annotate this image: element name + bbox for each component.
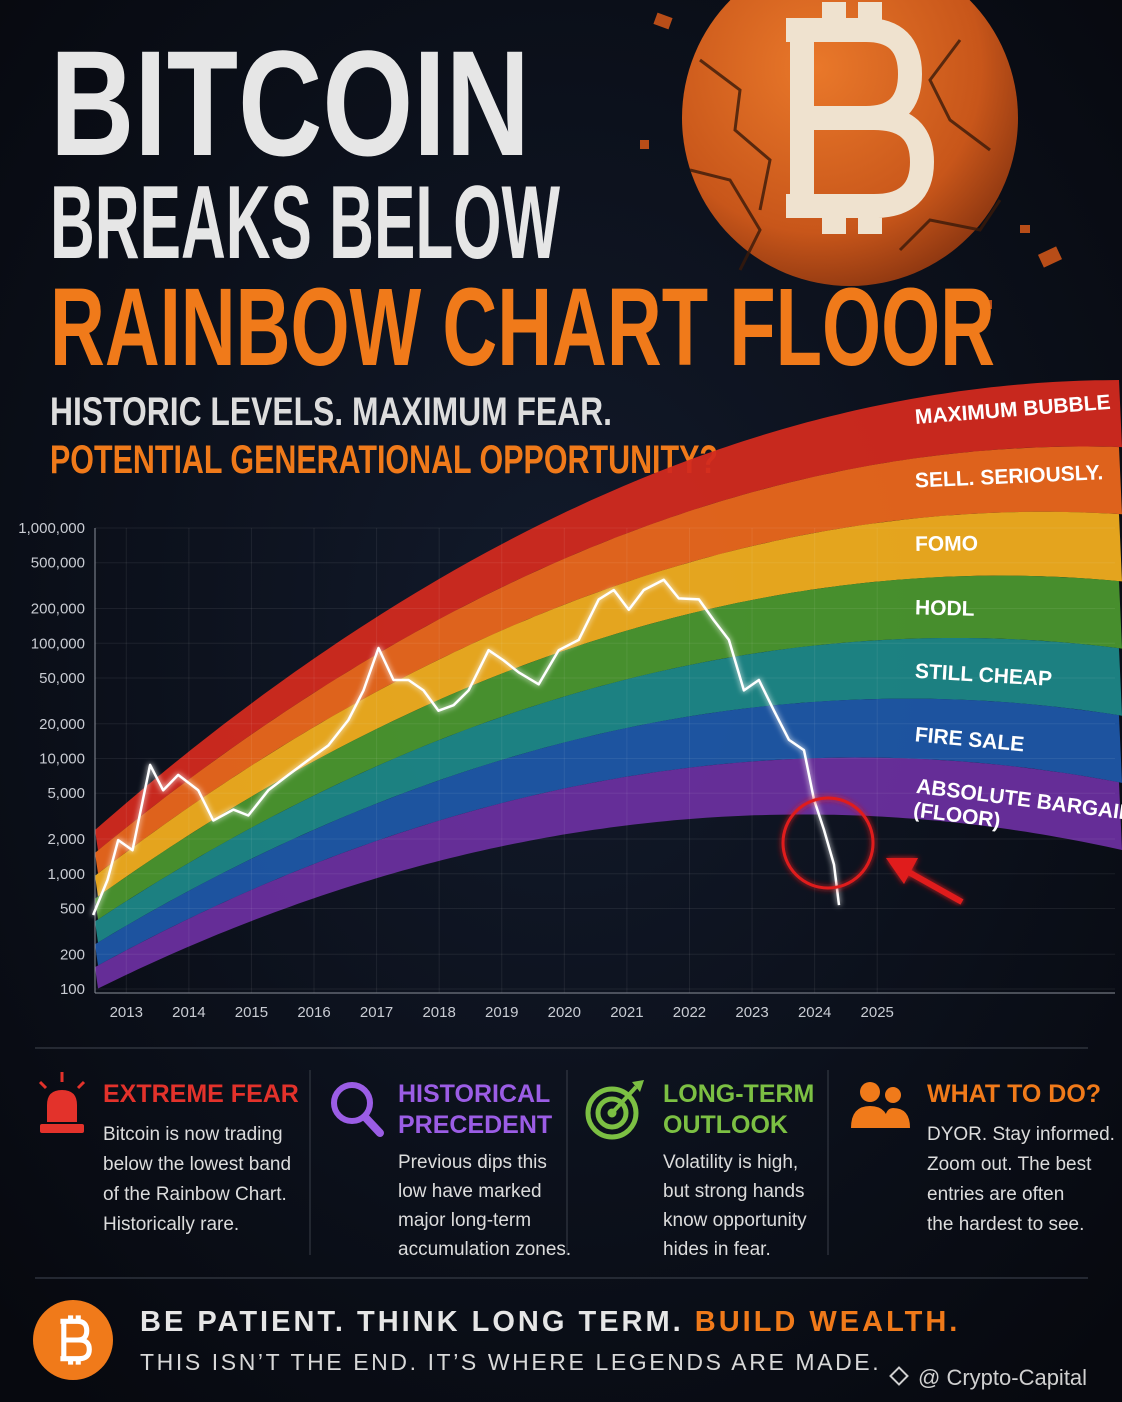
y-tick-label: 50,000: [39, 670, 85, 687]
title-line: BREAKS BELOW: [50, 165, 560, 281]
y-tick-label: 200,000: [31, 601, 85, 618]
x-tick-label: 2013: [110, 1004, 143, 1021]
x-tick-label: 2021: [610, 1004, 643, 1021]
footer-line: THIS ISN’T THE END. IT’S WHERE LEGENDS A…: [140, 1349, 881, 1375]
x-tick-label: 2015: [235, 1004, 268, 1021]
y-tick-label: 5,000: [47, 785, 85, 802]
footer-line: BE PATIENT. THINK LONG TERM. BUILD WEALT…: [140, 1306, 960, 1338]
target-icon: [585, 1080, 644, 1140]
arrow: [886, 858, 964, 905]
card-title: LONG-TERM: [663, 1080, 814, 1108]
card-body: Volatility is high,: [663, 1152, 798, 1173]
siren-icon: [38, 1072, 86, 1133]
card-title: EXTREME FEAR: [103, 1080, 299, 1108]
card-body: of the Rainbow Chart.: [103, 1184, 287, 1205]
x-tick-label: 2023: [735, 1004, 768, 1021]
y-tick-label: 100,000: [31, 635, 85, 652]
magnifier-icon: [331, 1082, 384, 1137]
y-tick-label: 200: [60, 946, 85, 963]
x-tick-label: 2018: [422, 1004, 455, 1021]
y-tick-label: 1,000: [47, 866, 85, 883]
x-tick-label: 2019: [485, 1004, 518, 1021]
cards: EXTREME FEAR Bitcoin is now trading below …: [103, 1080, 1115, 1260]
card-body: know opportunity: [663, 1210, 807, 1231]
subtitle-line: POTENTIAL GENERATIONAL OPPORTUNITY?: [50, 438, 718, 482]
card-body: the hardest to see.: [927, 1214, 1084, 1235]
card-body: below the lowest band: [103, 1154, 291, 1175]
card-body: low have marked: [398, 1181, 542, 1202]
card-body: Previous dips this: [398, 1152, 547, 1173]
rainbow-band: [95, 638, 1122, 943]
highlight-circle: [781, 796, 875, 890]
card-title: WHAT TO DO?: [927, 1080, 1101, 1108]
title-line: BITCOIN: [50, 19, 530, 187]
card-body: major long-term: [398, 1210, 531, 1231]
card-body: Bitcoin is now trading: [103, 1124, 283, 1145]
y-tick-label: 500: [60, 900, 85, 917]
coin-illustration: [640, 0, 1063, 309]
y-tick-label: 10,000: [39, 751, 85, 768]
card-title: PRECEDENT: [398, 1111, 552, 1139]
subtitle-line: HISTORIC LEVELS. MAXIMUM FEAR.: [50, 390, 612, 434]
card-body: entries are often: [927, 1184, 1064, 1205]
rainbow-band: [95, 446, 1122, 874]
y-tick-label: 20,000: [39, 716, 85, 733]
price-line: [91, 578, 841, 916]
people-icon: [851, 1082, 910, 1128]
rainbow-band: [95, 575, 1122, 920]
x-tick-label: 2017: [360, 1004, 393, 1021]
band-label: HODL: [915, 596, 975, 620]
grid: [95, 527, 1115, 993]
y-tick-label: 500,000: [31, 555, 85, 572]
card-body: DYOR. Stay informed.: [927, 1124, 1115, 1145]
card-title: HISTORICAL: [398, 1080, 550, 1108]
watermark-icon: [889, 1366, 909, 1386]
x-tick-label: 2025: [861, 1004, 894, 1021]
x-tick-label: 2014: [172, 1004, 205, 1021]
x-tick-label: 2022: [673, 1004, 706, 1021]
x-tick-label: 2016: [297, 1004, 330, 1021]
y-tick-label: 1,000,000: [18, 520, 85, 537]
card-body: accumulation zones.: [398, 1239, 571, 1260]
card-body: but strong hands: [663, 1181, 805, 1202]
x-tick-label: 2024: [798, 1004, 831, 1021]
watermark: @ Crypto-Capital: [918, 1365, 1087, 1390]
card-body: hides in fear.: [663, 1239, 771, 1260]
y-tick-label: 100: [60, 981, 85, 998]
y-tick-label: 2,000: [47, 831, 85, 848]
footer-highlight: BUILD WEALTH.: [695, 1306, 961, 1338]
rainbow-band: [95, 511, 1122, 897]
bitcoin-logo: [33, 1300, 113, 1380]
title-line: RAINBOW CHART FLOOR: [50, 266, 995, 389]
rainbow-band: [95, 380, 1122, 851]
card-body: Historically rare.: [103, 1214, 239, 1235]
card-body: Zoom out. The best: [927, 1154, 1092, 1175]
band-label: FOMO: [915, 532, 978, 556]
card-title: OUTLOOK: [663, 1111, 788, 1139]
rainbow-band: [95, 698, 1122, 966]
x-tick-label: 2020: [548, 1004, 581, 1021]
footer-text: BE PATIENT. THINK LONG TERM.: [140, 1306, 684, 1338]
